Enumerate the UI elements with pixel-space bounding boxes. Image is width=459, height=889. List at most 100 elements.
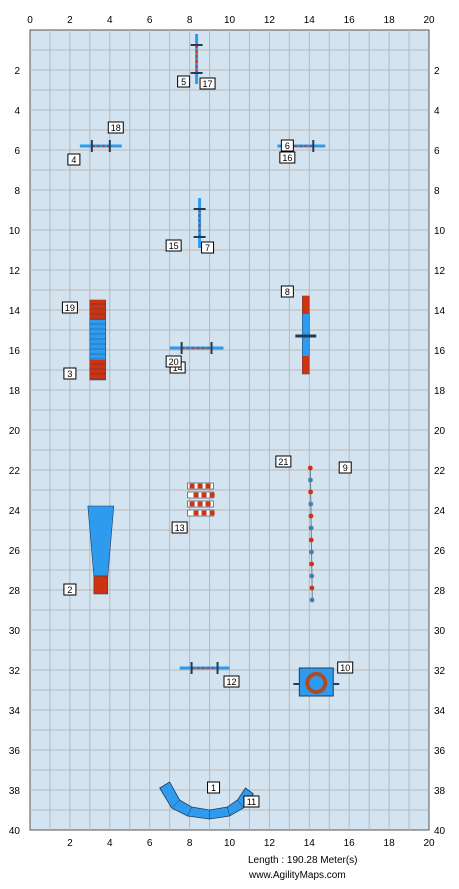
x-tick-label-bottom: 20 — [423, 838, 435, 849]
table-brick — [189, 501, 195, 507]
number-label-text: 13 — [175, 523, 185, 533]
weave-pole — [308, 525, 314, 531]
number-label-box — [243, 795, 260, 808]
number-label-box — [207, 781, 221, 794]
y-tick-label-left: 34 — [9, 706, 21, 717]
number-label-box — [63, 583, 77, 596]
y-tick-label-left: 40 — [9, 826, 21, 837]
y-tick-label-right: 12 — [434, 266, 446, 277]
x-tick-label-bottom: 8 — [187, 838, 193, 849]
y-tick-label-left: 10 — [9, 226, 21, 237]
y-tick-label-left: 16 — [9, 346, 21, 357]
teeter-contact-top — [302, 296, 310, 314]
number-label: 3 — [63, 367, 77, 380]
y-tick-label-right: 16 — [434, 346, 446, 357]
y-tick-label-right: 8 — [434, 186, 440, 197]
y-tick-label-right: 2 — [434, 66, 440, 77]
number-label: 4 — [67, 153, 81, 166]
table-brick — [193, 492, 199, 498]
number-label: 16 — [279, 151, 296, 164]
number-label: 13 — [171, 521, 188, 534]
number-label: 8 — [280, 285, 294, 298]
weave-pole — [308, 513, 314, 519]
number-label-box — [171, 521, 188, 534]
x-tick-label-bottom: 6 — [147, 838, 153, 849]
y-tick-label-right: 4 — [434, 106, 440, 117]
number-label-text: 14 — [173, 363, 183, 373]
weave-pole — [309, 573, 315, 579]
x-tick-label-bottom: 4 — [107, 838, 113, 849]
x-tick-label-bottom: 14 — [304, 838, 316, 849]
x-tick-label-bottom: 18 — [384, 838, 396, 849]
y-tick-label-left: 14 — [9, 306, 21, 317]
x-tick-label-top: 14 — [304, 15, 316, 26]
number-label: 10 — [337, 661, 354, 674]
y-tick-label-right: 36 — [434, 746, 446, 757]
curved-tunnel-rib — [245, 787, 254, 795]
number-label-text: 1 — [211, 783, 216, 793]
number-label-box — [165, 239, 182, 252]
table-brick — [197, 483, 203, 489]
tunnel-curved — [159, 781, 254, 820]
weave-pole — [309, 597, 315, 603]
y-tick-label-right: 10 — [434, 226, 446, 237]
y-tick-label-right: 26 — [434, 546, 446, 557]
y-tick-label-left: 36 — [9, 746, 21, 757]
table-brick — [209, 492, 215, 498]
curved-tunnel-rib — [159, 781, 170, 789]
number-label-text: 7 — [205, 243, 210, 253]
curved-tunnel-rib — [187, 806, 192, 817]
a-frame-contact-top — [89, 300, 106, 320]
curved-tunnel-rib — [227, 806, 230, 817]
number-label: 2 — [63, 583, 77, 596]
weave-pole — [309, 561, 314, 567]
number-label: 20 — [165, 355, 182, 368]
y-tick-label-right: 22 — [434, 466, 446, 477]
x-tick-label-top: 12 — [264, 15, 276, 26]
y-tick-label-left: 24 — [9, 506, 21, 517]
number-label: 21 — [275, 455, 292, 468]
number-label-text: 12 — [226, 677, 236, 687]
pause-table — [187, 482, 215, 517]
y-tick-label-left: 8 — [14, 186, 20, 197]
weave-pole — [307, 465, 313, 471]
x-tick-label-top: 16 — [344, 15, 356, 26]
y-tick-label-left: 22 — [9, 466, 21, 477]
table-brick — [201, 492, 207, 498]
site-credit: www.AgilityMaps.com — [248, 870, 346, 881]
y-tick-label-left: 20 — [9, 426, 21, 437]
number-label: 5 — [177, 75, 191, 88]
number-label-text: 21 — [278, 457, 288, 467]
number-label-text: 8 — [285, 287, 290, 297]
number-label: 1 — [207, 781, 221, 794]
x-tick-label-bottom: 10 — [224, 838, 236, 849]
x-tick-label-top: 8 — [187, 15, 193, 26]
weave-pole — [308, 477, 313, 483]
number-label: 15 — [165, 239, 182, 252]
table-brick — [209, 510, 215, 516]
number-label-box — [280, 285, 294, 298]
number-label: 19 — [61, 301, 78, 314]
table-brick — [197, 501, 203, 507]
number-label-text: 16 — [282, 153, 292, 163]
x-tick-label-top: 10 — [224, 15, 236, 26]
x-tick-label-top: 18 — [384, 15, 396, 26]
number-label-text: 4 — [71, 155, 76, 165]
y-tick-label-left: 4 — [14, 106, 20, 117]
y-tick-label-left: 6 — [14, 146, 20, 157]
weave-pole — [309, 549, 314, 555]
y-tick-label-right: 30 — [434, 626, 446, 637]
jump — [193, 198, 206, 248]
tire — [293, 667, 340, 697]
number-label-text: 5 — [181, 77, 186, 87]
table-brick — [205, 483, 211, 489]
number-label-box — [63, 367, 77, 380]
number-label-box — [338, 461, 352, 474]
y-tick-label-left: 28 — [9, 586, 21, 597]
number-label-box — [199, 77, 216, 90]
jump — [169, 342, 224, 354]
y-tick-label-left: 32 — [9, 666, 21, 677]
curved-tunnel-rib — [171, 799, 180, 809]
